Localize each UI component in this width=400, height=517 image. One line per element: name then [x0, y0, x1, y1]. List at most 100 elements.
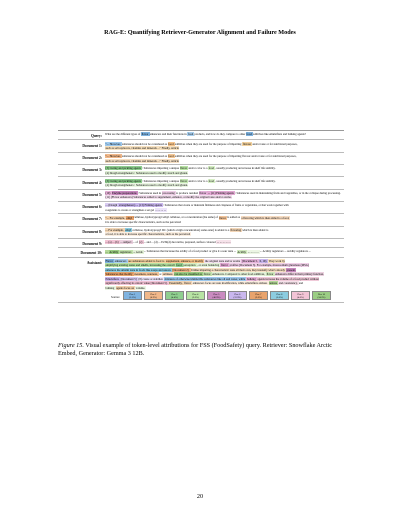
highlighted-token: [Document 2].	[172, 267, 191, 272]
token: additives when they are used for the pur…	[174, 141, 243, 146]
row-content: "... However, substances should not be c…	[105, 141, 344, 151]
token: : Substances imparting a unique	[142, 166, 180, 171]
highlighted-token: present.	[286, 267, 297, 272]
token: , usually producing an increase in shelf…	[215, 178, 276, 183]
row-content: ... (Dough strengtheners) ... (13) Firmi…	[105, 203, 344, 212]
highlighted-token: the original taste and/or aroma	[204, 258, 242, 263]
token: ... and ... (d) ... E234(d) decorative, …	[143, 240, 217, 245]
row-content: ... (a) ... (b) ... subject ... of (c) .…	[105, 240, 344, 246]
highlighted-token: flavor	[220, 263, 230, 268]
highlighted-token: , or even balancing	[196, 263, 221, 268]
text-line: (3) Curing and pickling agents : Substan…	[105, 178, 344, 183]
highlighted-token: Unlike imparting a characteristic taste …	[190, 267, 287, 272]
legend-item: Doc 2 (0.9%)	[143, 291, 163, 301]
legend-share: (4.0%)	[297, 296, 304, 300]
token: substances should not be considered as	[122, 154, 168, 159]
highlighted-token: [Document 5,	[241, 258, 260, 263]
legend-doc: Doc 4	[192, 293, 199, 297]
highlighted-token: ... ... ... ... ...	[216, 240, 232, 245]
row-label: Document 9:	[82, 242, 102, 247]
legend-item: Doc 10 (24.2%)	[311, 291, 331, 301]
legend-share: (40.9%)	[212, 296, 221, 300]
highlighted-token: (11) (Flavor enhancers) Substances added…	[105, 195, 232, 200]
legend-item: Doc 6 (12.9%)	[227, 291, 247, 301]
text-line: ... (Dough strengtheners) ... (13) Firmi…	[105, 203, 344, 208]
highlighted-token: sweetness, sourness,	[133, 272, 160, 277]
highlighted-token: [Document 5]	[120, 276, 138, 281]
highlighted-token: flavor	[203, 272, 212, 277]
figure-row: Document 3: (3) Curing and pickling agent…	[58, 165, 344, 178]
figure-row: Assistant: Flavor enhancers are substance…	[58, 258, 344, 304]
highlighted-token: flavor	[179, 166, 189, 171]
row-content: What are the different types of flavor e…	[105, 132, 344, 138]
highlighted-token: Substances that modify	[105, 272, 134, 277]
highlighted-token: ... (11) Firming agents	[207, 190, 235, 195]
token: and/or taste or for nutritional purposes…	[252, 141, 298, 146]
text-line: ... Acidity regulators ... Acids ... Sub…	[105, 249, 344, 254]
text-line: Flavor enhancers are substances added to…	[105, 258, 344, 263]
text-line: "... For example, ethyl cellulose, hydro…	[105, 215, 344, 220]
legend-item: Doc 1 (1.5%)	[122, 291, 142, 301]
text-line: (10) Enzyme preparations : Substances us…	[105, 190, 344, 195]
figure-row: Document 9:... (a) ... (b) ... subject .…	[58, 239, 344, 249]
legend-doc: Doc 10	[317, 293, 325, 297]
caption-text: Visual example of token-level attributio…	[58, 342, 333, 357]
legend-share: (5.0%)	[276, 296, 283, 300]
legend-doc: Doc 5	[213, 293, 220, 297]
highlighted-token: bulking	[246, 276, 257, 281]
highlighted-token: saltiness	[162, 272, 174, 277]
legend-item: Doc 9 (4.0%)	[290, 291, 310, 301]
token: and/or color to a	[188, 178, 209, 183]
row-content: "... However, substances should not be c…	[105, 154, 344, 163]
row-content: ... Acidity regulators ... Acids ... Sub…	[105, 249, 344, 255]
legend-item: Doc 8 (5.0%)	[269, 291, 289, 301]
highlighted-token: enhancers	[114, 258, 128, 263]
legend-doc: Doc 8	[276, 293, 283, 297]
highlighted-token: food	[208, 178, 216, 183]
row-label: Document 8:	[82, 229, 102, 234]
token: : Substances imparting a unique	[142, 178, 180, 183]
figure-row: Document 6:... (Dough strengtheners) ...…	[58, 202, 344, 215]
token: and	[298, 281, 304, 286]
highlighted-token: 6, 10].	[259, 258, 269, 263]
highlighted-token: food	[175, 263, 183, 268]
highlighted-token: such as salt replacers, vitamins and min…	[105, 146, 180, 151]
row-label: Document 2:	[82, 155, 102, 160]
attribution-figure: Query: What are the different types of fl…	[58, 130, 344, 304]
highlighted-token: can also be classified as	[173, 272, 204, 277]
highlighted-token: regulators	[119, 249, 133, 254]
highlighted-token: (c)	[138, 240, 144, 245]
legend-label: Sources:	[111, 295, 120, 299]
token: ... Acidity regulators ... Acidity regul…	[259, 249, 311, 254]
highlighted-token: (3) Curing and pickling agents	[105, 178, 143, 183]
highlighted-token: Flavor	[105, 258, 115, 263]
token: coagulants to create or strengthen a set…	[105, 207, 155, 212]
highlighted-token: enhancers focus on taste modification, w…	[192, 281, 269, 286]
highlighted-token: "... For example,	[105, 215, 127, 220]
token: and/or color to a	[188, 166, 209, 171]
highlighted-token: flavoring	[230, 227, 243, 232]
highlighted-token: enhances the umami taste in foods like s…	[105, 267, 172, 272]
legend-doc: Doc 7	[255, 293, 262, 297]
highlighted-token: significantly affecting its caloric valu…	[105, 281, 169, 286]
row-content: Flavor enhancers are substances added to…	[105, 258, 344, 301]
highlighted-token: Enzyme preparations	[111, 190, 138, 195]
figure-row: Document 8:... For example, ethyl cellul…	[58, 227, 344, 239]
legend-share: (4.4%)	[171, 296, 178, 300]
highlighted-token: ... ... ... ...	[247, 249, 260, 254]
row-content: "... For example, ethyl cellulose, hydro…	[105, 215, 344, 224]
token: or	[159, 272, 163, 277]
legend-share: (0.9%)	[150, 296, 157, 300]
row-label: Assistant:	[86, 260, 102, 265]
legend-share: (1.5%)	[129, 296, 136, 300]
highlighted-token: Emulsifiers	[105, 276, 121, 281]
highlighted-token: amplifying existing tastes and smells, i…	[105, 263, 176, 268]
highlighted-token: ... ... ... ...	[154, 207, 167, 212]
token: ... of	[132, 240, 139, 245]
legend-share: (3.6%)	[255, 296, 262, 300]
token: enhancers and their functions in	[149, 132, 188, 137]
highlighted-token: (3) Curing and pickling agents	[105, 166, 143, 171]
figure-row: Document 4: (3) Curing and pickling agent…	[58, 177, 344, 190]
legend-item: Doc 7 (3.6%)	[248, 291, 268, 301]
legend-share: (24.2%)	[317, 296, 326, 300]
